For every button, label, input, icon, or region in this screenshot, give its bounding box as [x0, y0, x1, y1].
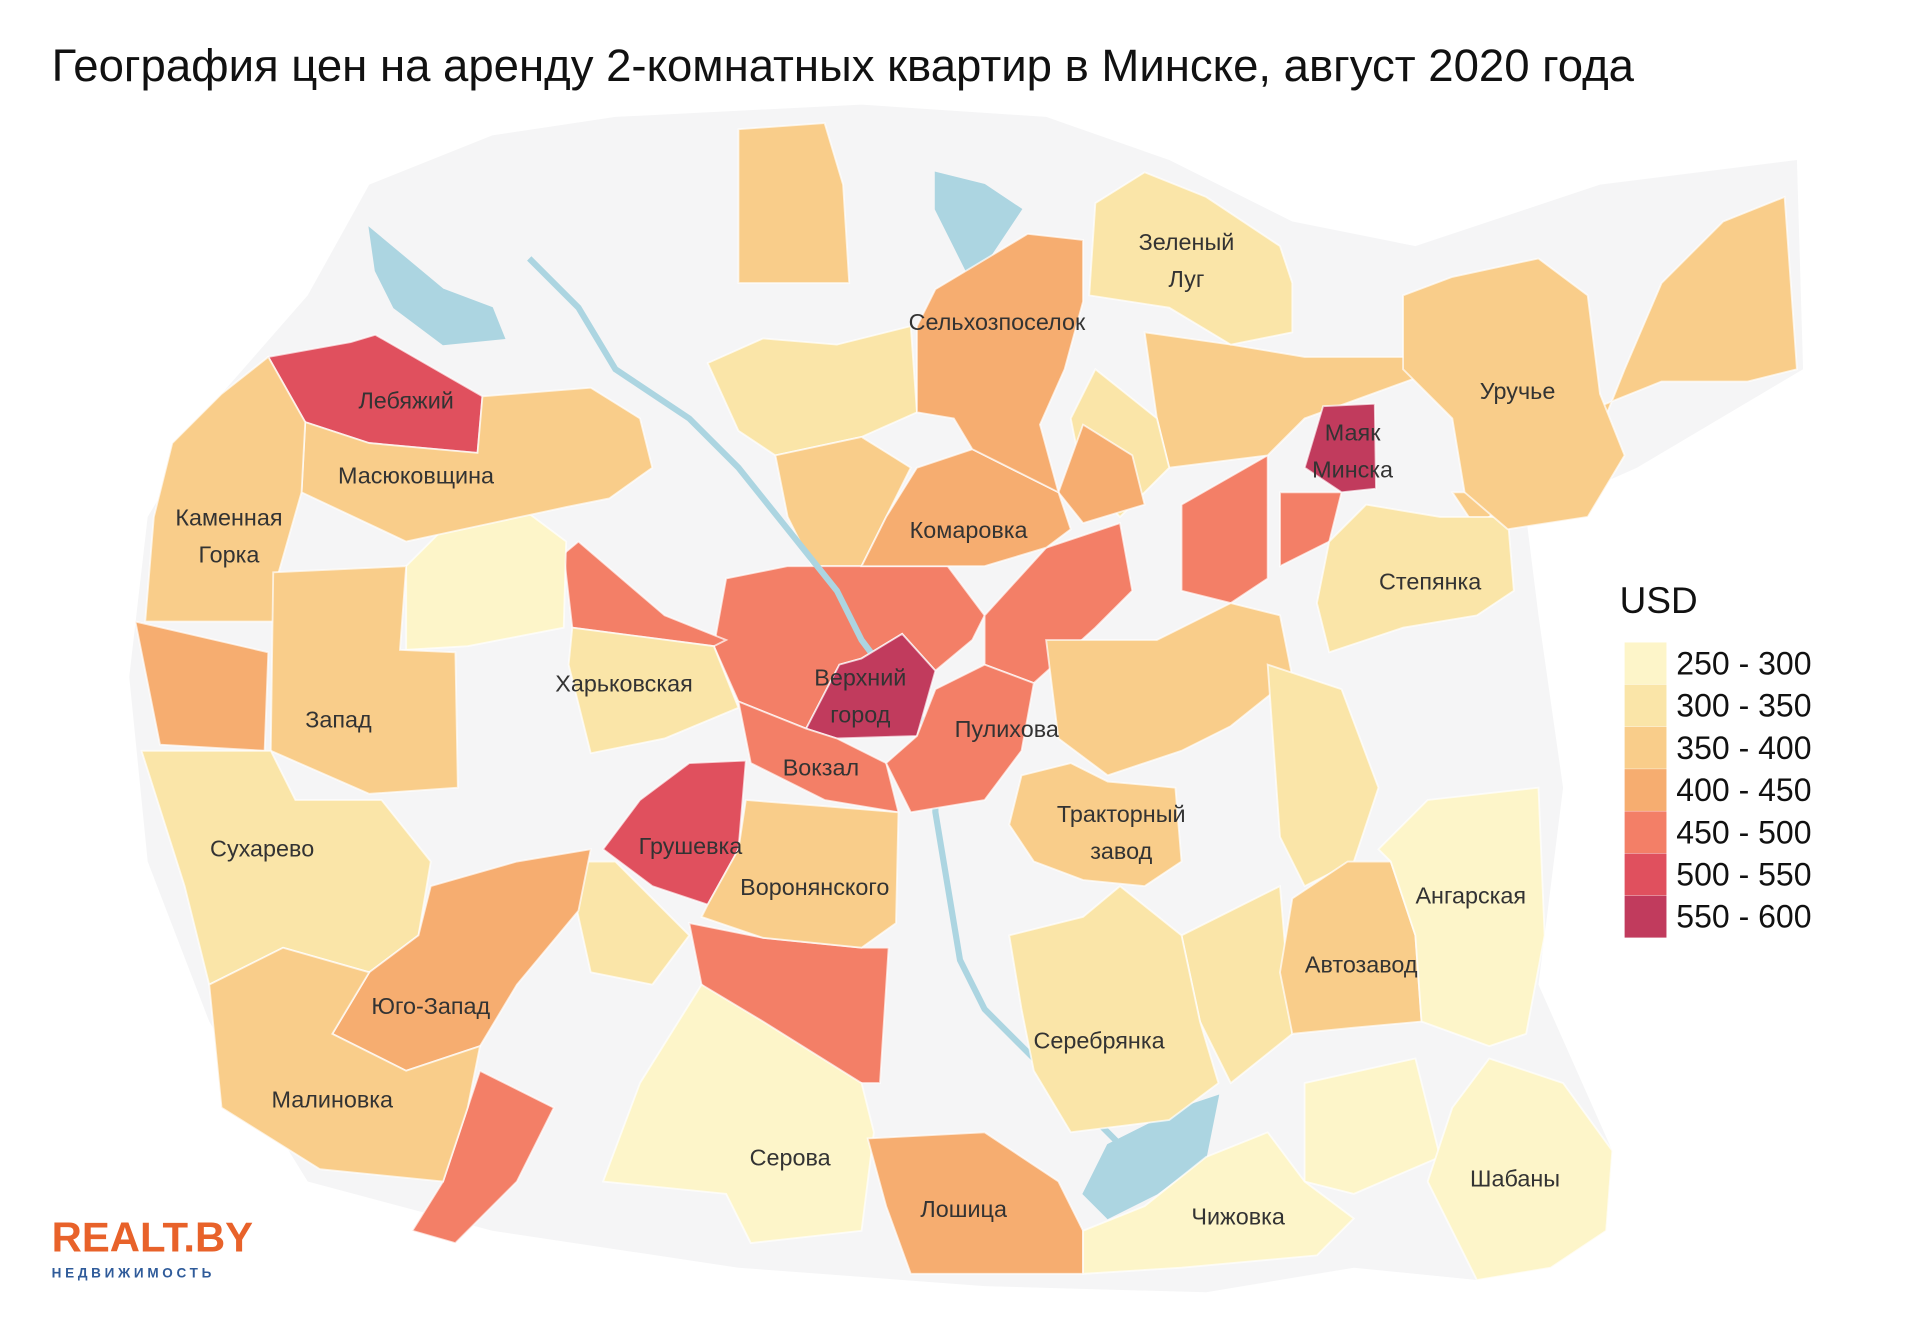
district-label: Сельхозпоселок: [909, 309, 1086, 335]
map-title: География цен на аренду 2-комнатных квар…: [52, 40, 1635, 91]
legend-label: 500 - 550: [1676, 857, 1811, 893]
district: [1315, 503, 1515, 654]
district: [916, 232, 1084, 495]
legend-swatch: [1624, 642, 1667, 685]
legend-swatch: [1624, 811, 1667, 854]
district-label: Автозавод: [1305, 951, 1418, 977]
district-label: Шабаны: [1470, 1165, 1560, 1191]
district: [601, 759, 747, 906]
legend-swatch: [1624, 769, 1667, 811]
district-label: Лошица: [920, 1196, 1007, 1222]
district: [1008, 762, 1183, 888]
district-label: город: [830, 701, 890, 727]
district-label: Степянка: [1379, 569, 1481, 595]
district-label: Каменная: [175, 505, 282, 531]
district-label: Запад: [305, 706, 372, 732]
district-label: Лебяжий: [358, 388, 453, 414]
district: [1402, 257, 1626, 531]
logo-tagline: НЕДВИЖИМОСТЬ: [52, 1266, 215, 1281]
legend-label: 300 - 350: [1676, 688, 1811, 724]
legend: 250 - 300 300 - 350 350 - 400 400 - 450 450 …: [1624, 642, 1812, 938]
water: [368, 171, 1220, 1220]
district-label: Маяк: [1325, 420, 1381, 446]
district-label: Верхний: [814, 665, 906, 691]
district-label: Минска: [1312, 457, 1393, 483]
district: [1082, 1131, 1356, 1275]
district: [567, 626, 740, 755]
legend-swatch: [1624, 853, 1667, 896]
district: [601, 983, 875, 1245]
district: [269, 565, 459, 795]
district-label: Серебрянка: [1034, 1028, 1165, 1054]
district-label: Зеленый: [1139, 229, 1235, 255]
legend-label: 250 - 300: [1676, 645, 1811, 681]
district-label: Чижовка: [1191, 1204, 1284, 1230]
district-label: Масюковщина: [338, 463, 494, 489]
legend-swatch: [1624, 895, 1667, 938]
district: [1426, 1057, 1614, 1282]
legend-label: 400 - 450: [1676, 772, 1811, 808]
unlabeled-areas: [134, 122, 1798, 1245]
legend-swatch: [1624, 726, 1667, 769]
district: [1008, 884, 1220, 1134]
district-label: Серова: [750, 1145, 831, 1171]
district-label: Воронянского: [740, 874, 889, 900]
legend-label: 550 - 600: [1676, 899, 1811, 935]
district: [1303, 402, 1377, 494]
district: [737, 700, 900, 814]
districts: [140, 171, 1626, 1282]
legend-swatch: [1624, 684, 1667, 727]
district: [885, 663, 1035, 814]
legend-label: 450 - 500: [1676, 814, 1811, 850]
district-label: Тракторный: [1057, 801, 1186, 827]
district-label: Грушевка: [639, 833, 743, 859]
district-label: Малиновка: [272, 1087, 394, 1113]
district: [700, 799, 900, 949]
district: [300, 386, 654, 543]
logo-brand: REALT.BY: [52, 1214, 253, 1261]
district: [1377, 786, 1546, 1048]
district-label: Ангарская: [1415, 882, 1526, 908]
district-label: Уручье: [1480, 378, 1556, 404]
district-label: Пулихова: [955, 716, 1059, 742]
district-label: Сухарево: [210, 836, 314, 862]
legend-title: USD: [1620, 580, 1698, 621]
district-label: Горка: [199, 541, 260, 567]
district-label: Харьковская: [555, 671, 693, 697]
legend-label: 350 - 400: [1676, 730, 1811, 766]
district-label: завод: [1090, 838, 1152, 864]
district-label: Комаровка: [910, 517, 1028, 543]
district-labels: Лебяжий Масюковщина Каменная Горка Запад Харь…: [175, 229, 1560, 1230]
district-label: Луг: [1169, 266, 1205, 292]
district: [208, 946, 482, 1183]
district: [1088, 171, 1294, 346]
district-label: Юго-Запад: [371, 993, 490, 1019]
district-label: Вокзал: [783, 754, 859, 780]
